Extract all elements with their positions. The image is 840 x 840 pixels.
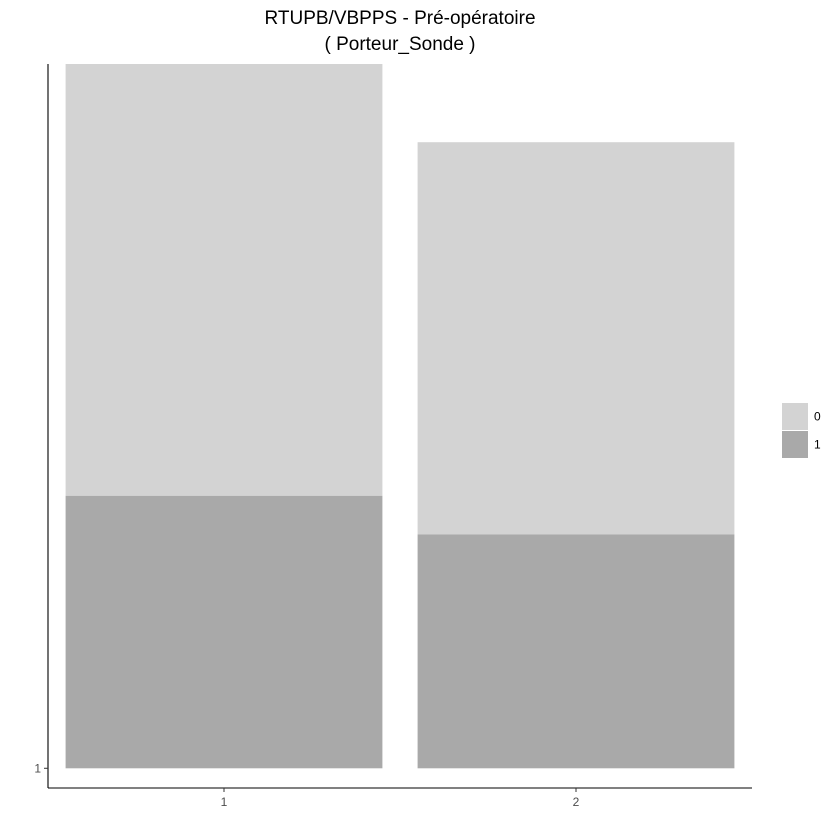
legend-label-0: 0	[814, 410, 821, 424]
x-tick-label: 2	[573, 795, 580, 809]
axes-layer: 1 1 2	[34, 64, 752, 809]
chart-subtitle: ( Porteur_Sonde )	[324, 34, 475, 55]
bar-segment-2-series-1	[417, 534, 735, 769]
bar-segment-1-series-0	[65, 64, 383, 496]
chart-title: RTUPB/VBPPS - Pré-opératoire	[264, 8, 535, 29]
legend-key-0	[782, 403, 808, 430]
legend-label-1: 1	[814, 438, 821, 452]
legend: 01	[782, 403, 821, 458]
bar-segment-1-series-1	[65, 495, 383, 769]
bars-layer	[65, 64, 735, 769]
legend-key-1	[782, 431, 808, 458]
y-tick-label: 1	[34, 761, 41, 775]
bar-segment-2-series-0	[417, 142, 735, 535]
x-tick-label: 1	[221, 795, 228, 809]
